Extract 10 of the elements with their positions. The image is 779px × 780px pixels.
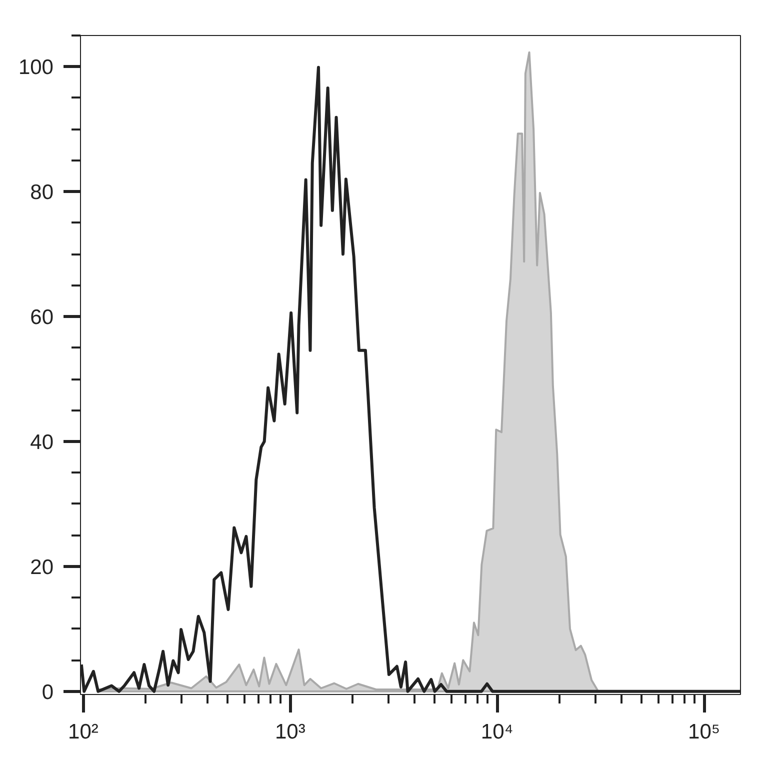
x-tick-label: 10² (68, 720, 98, 744)
x-tick-label: 10⁵ (688, 720, 720, 744)
y-tick-label: 40 (30, 431, 54, 454)
y-tick-label: 100 (18, 56, 54, 80)
y-tick-label: 0 (42, 680, 54, 704)
x-tick-label: 10⁴ (480, 720, 514, 744)
y-tick-label: 60 (30, 306, 54, 330)
y-tick-label: 80 (30, 181, 54, 204)
y-tick-label: 20 (30, 556, 54, 579)
x-tick-label: 10³ (275, 720, 306, 744)
